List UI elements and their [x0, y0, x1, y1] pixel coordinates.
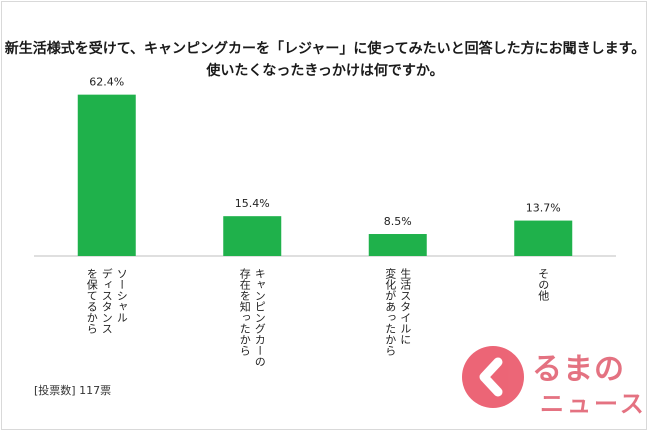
chart-title: 新生活様式を受けて、キャンピングカーを「レジャー」に使ってみたいと回答した方にお…: [0, 38, 650, 82]
category-label-1-line-3: を保てるから: [85, 268, 98, 334]
category-label-1-line-2: ディスタンス: [100, 267, 113, 334]
data-label-1: 62.4%: [89, 76, 124, 89]
category-label-4-line-1: その他: [537, 268, 550, 301]
category-label-3-line-2: 変化があったから: [384, 267, 397, 356]
category-label-3-line-1: 生活スタイルに: [399, 267, 412, 345]
bar-4: [514, 220, 573, 256]
bar-1: [77, 94, 136, 256]
category-label-2-line-1: キャンピングカーの: [253, 268, 266, 367]
bar-3: [368, 234, 427, 256]
logo-text-bottom: ニュース: [540, 390, 647, 418]
logo-text-top: るまの: [532, 352, 625, 387]
category-label-1-line-1: ソーシャル: [115, 268, 128, 323]
data-label-3: 8.5%: [384, 215, 412, 228]
category-label-2-line-2: 存在を知ったから: [238, 267, 251, 356]
vote-count-footnote: [投票数] 117票: [34, 384, 112, 397]
kurumanonews-logo: るまの ニュース: [458, 340, 648, 430]
chart-title-line-2: 使いたくなったきっかけは何ですか。: [206, 63, 444, 79]
chart-title-line-1: 新生活様式を受けて、キャンピングカーを「レジャー」に使ってみたいと回答した方にお…: [4, 41, 646, 57]
bar-2: [223, 216, 282, 256]
data-label-2: 15.4%: [235, 197, 270, 210]
logo-mark-icon: [462, 346, 524, 408]
data-label-4: 13.7%: [526, 202, 561, 215]
